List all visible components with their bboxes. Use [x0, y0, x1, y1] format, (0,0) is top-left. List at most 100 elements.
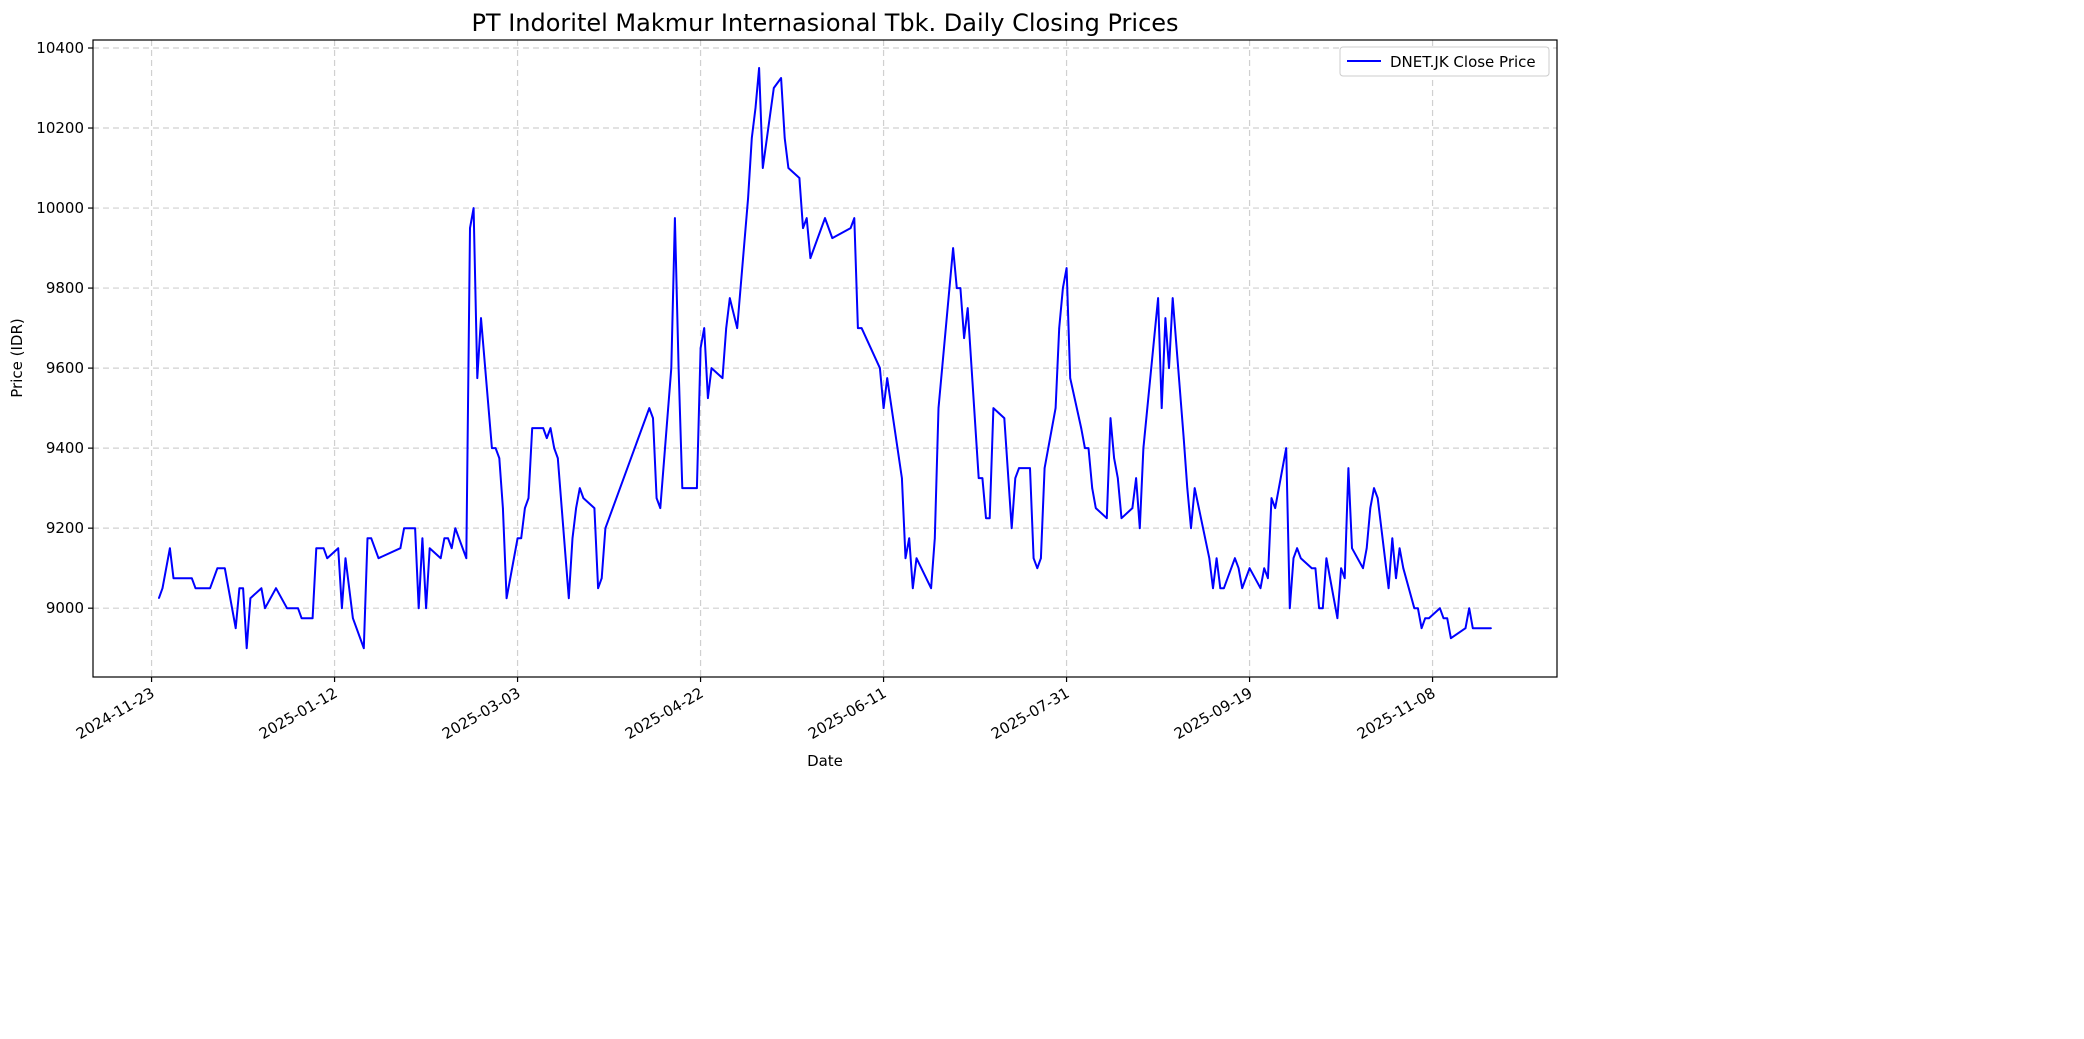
- data-point: [1014, 477, 1017, 479]
- data-point: [901, 477, 903, 479]
- data-point: [1054, 407, 1057, 409]
- data-point: [963, 337, 965, 339]
- data-point: [802, 227, 804, 229]
- data-point: [1420, 627, 1423, 629]
- data-point: [831, 237, 834, 239]
- data-point: [249, 597, 252, 599]
- data-point: [1468, 607, 1470, 609]
- data-point: [772, 87, 775, 89]
- data-point: [1069, 377, 1072, 379]
- data-point: [297, 607, 299, 609]
- data-point: [721, 377, 724, 379]
- data-point: [1036, 567, 1039, 569]
- data-point: [377, 557, 380, 559]
- data-point: [1391, 537, 1394, 539]
- data-point: [1369, 507, 1372, 509]
- data-point: [659, 507, 662, 509]
- data-point: [1032, 557, 1035, 559]
- data-point: [934, 537, 936, 539]
- data-point: [216, 567, 219, 569]
- data-point: [425, 607, 427, 609]
- y-axis-label: Price (IDR): [8, 318, 26, 397]
- data-point: [1241, 587, 1244, 589]
- data-point: [311, 617, 314, 619]
- data-point: [264, 607, 266, 609]
- data-point: [696, 487, 698, 489]
- data-point: [1164, 317, 1167, 319]
- data-point: [729, 297, 731, 299]
- data-point: [1270, 497, 1273, 499]
- data-point: [209, 587, 211, 589]
- data-point: [524, 507, 526, 509]
- data-point: [1117, 477, 1119, 479]
- data-point: [366, 537, 369, 539]
- y-tick-label: 9200: [46, 519, 84, 537]
- data-point: [1160, 407, 1163, 409]
- data-point: [1285, 447, 1287, 449]
- data-point: [600, 577, 603, 579]
- data-point: [849, 227, 852, 229]
- data-point: [505, 597, 508, 599]
- data-point: [245, 647, 248, 649]
- data-point: [465, 557, 468, 559]
- data-point: [648, 407, 651, 409]
- data-point: [1171, 297, 1174, 299]
- data-point: [1029, 467, 1031, 469]
- data-point: [223, 567, 226, 569]
- data-point: [1135, 477, 1137, 479]
- data-point: [1212, 587, 1214, 589]
- x-tick-label: 2025-09-19: [1171, 684, 1256, 743]
- data-point: [1300, 557, 1302, 559]
- data-point: [655, 497, 658, 499]
- data-point: [421, 537, 424, 539]
- data-point: [234, 627, 237, 629]
- data-point: [747, 197, 749, 199]
- data-point: [780, 77, 782, 79]
- data-point: [568, 597, 570, 599]
- data-point: [571, 537, 574, 539]
- data-point: [315, 547, 318, 549]
- data-point: [1142, 447, 1145, 449]
- data-point: [1450, 637, 1452, 639]
- data-point: [860, 327, 863, 329]
- data-point: [725, 327, 727, 329]
- data-point: [597, 587, 599, 589]
- data-point: [707, 397, 709, 399]
- data-point: [469, 227, 471, 229]
- data-point: [1413, 607, 1416, 609]
- data-point: [1190, 527, 1192, 529]
- data-point: [988, 517, 991, 519]
- data-point: [1310, 567, 1313, 569]
- x-axis-label: Date: [807, 752, 843, 770]
- data-point: [1292, 557, 1295, 559]
- x-tick-label: 2025-06-11: [805, 684, 890, 743]
- legend: DNET.JK Close Price: [1339, 46, 1550, 77]
- data-point: [805, 217, 808, 219]
- data-point: [1223, 587, 1225, 589]
- data-point: [787, 167, 790, 169]
- data-point: [1259, 587, 1262, 589]
- data-point: [531, 427, 533, 429]
- data-point: [703, 327, 706, 329]
- data-point: [1193, 487, 1196, 489]
- data-point: [1157, 297, 1159, 299]
- data-point: [557, 457, 559, 459]
- data-point: [674, 217, 676, 219]
- data-point: [930, 587, 932, 589]
- data-point: [1289, 607, 1291, 609]
- data-point: [516, 537, 519, 539]
- data-point: [1208, 557, 1211, 559]
- data-point: [1186, 487, 1189, 489]
- data-point: [699, 347, 702, 349]
- data-point: [824, 217, 826, 219]
- data-point: [710, 367, 713, 369]
- y-tick-label: 9800: [46, 279, 84, 297]
- data-point: [1120, 517, 1123, 519]
- x-tick-label: 2025-03-03: [439, 684, 524, 743]
- data-point: [1362, 567, 1364, 569]
- data-point: [1446, 617, 1448, 619]
- data-point: [1398, 547, 1401, 549]
- data-point: [399, 547, 402, 549]
- y-tick-label: 9400: [46, 439, 84, 457]
